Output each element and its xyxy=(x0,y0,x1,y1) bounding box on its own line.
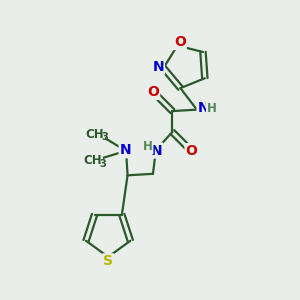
Text: S: S xyxy=(103,254,113,268)
Text: N: N xyxy=(198,101,209,115)
Text: O: O xyxy=(185,144,197,158)
Text: H: H xyxy=(142,140,152,153)
Text: O: O xyxy=(147,85,159,99)
Text: CH: CH xyxy=(85,128,104,141)
Text: O: O xyxy=(174,35,186,49)
Text: N: N xyxy=(151,143,162,158)
Text: CH: CH xyxy=(83,154,102,167)
Text: N: N xyxy=(152,60,164,74)
Text: 3: 3 xyxy=(99,159,106,169)
Text: H: H xyxy=(207,102,217,115)
Text: 3: 3 xyxy=(101,132,108,142)
Text: N: N xyxy=(120,143,131,157)
